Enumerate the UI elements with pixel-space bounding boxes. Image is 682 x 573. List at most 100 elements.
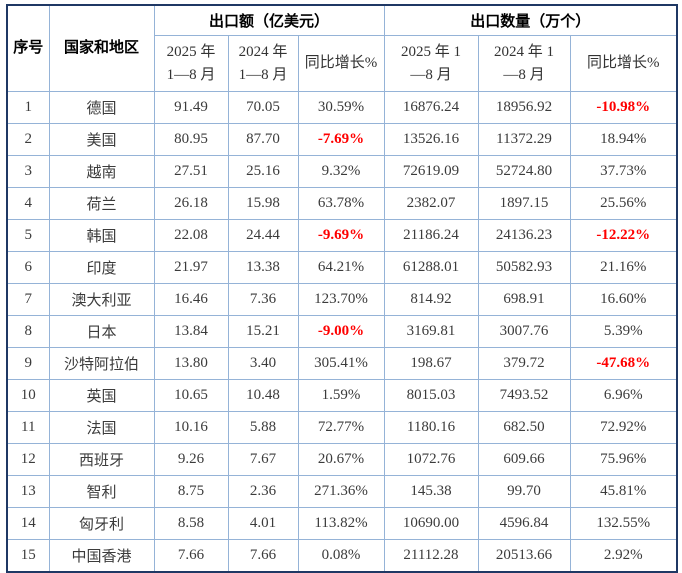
export-value-growth-cell: 72.77% (297, 411, 385, 444)
export-quantity-growth-cell: 21.16% (569, 251, 678, 284)
export-quantity-2024-cell: 4596.84 (477, 507, 571, 540)
export-value-2024-cell: 25.16 (227, 155, 299, 188)
row-index-cell: 9 (6, 347, 50, 380)
export-quantity-2025-cell: 8015.03 (383, 379, 479, 412)
country-name-cell: 英国 (48, 379, 155, 412)
country-name-cell: 智利 (48, 475, 155, 508)
column-group-export-quantity: 出口数量（万个） (383, 4, 678, 36)
column-group-export-value: 出口额（亿美元） (153, 4, 385, 36)
export-value-2025-cell: 8.75 (153, 475, 229, 508)
column-header-quantity-growth: 同比增长% (569, 35, 678, 92)
export-quantity-growth-cell: -12.22% (569, 219, 678, 252)
row-index-cell: 1 (6, 91, 50, 124)
export-value-growth-cell: 113.82% (297, 507, 385, 540)
export-value-growth-cell: 0.08% (297, 539, 385, 573)
table-row: 8 日本 13.84 15.21 -9.00% 3169.81 3007.76 … (6, 315, 678, 348)
row-index-cell: 10 (6, 379, 50, 412)
export-value-2024-cell: 24.44 (227, 219, 299, 252)
export-value-2025-cell: 91.49 (153, 91, 229, 124)
row-index-cell: 14 (6, 507, 50, 540)
export-value-growth-cell: 305.41% (297, 347, 385, 380)
export-quantity-growth-cell: 45.81% (569, 475, 678, 508)
header-line: 2025 年 (166, 44, 216, 60)
header-line: —8 月 (410, 66, 452, 83)
export-value-growth-cell: -9.00% (297, 315, 385, 348)
country-name-cell: 澳大利亚 (48, 283, 155, 316)
export-value-growth-cell: 30.59% (297, 91, 385, 124)
column-header-index: 序号 (6, 4, 50, 92)
export-value-2025-cell: 80.95 (153, 123, 229, 156)
export-value-2024-cell: 5.88 (227, 411, 299, 444)
export-quantity-2025-cell: 145.38 (383, 475, 479, 508)
export-value-growth-cell: 9.32% (297, 155, 385, 188)
export-value-growth-cell: -7.69% (297, 123, 385, 156)
row-index-cell: 11 (6, 411, 50, 444)
export-quantity-growth-cell: 6.96% (569, 379, 678, 412)
export-quantity-growth-cell: 5.39% (569, 315, 678, 348)
country-name-cell: 荷兰 (48, 187, 155, 220)
export-quantity-growth-cell: 16.60% (569, 283, 678, 316)
export-quantity-growth-cell: 75.96% (569, 443, 678, 476)
table-row: 5 韩国 22.08 24.44 -9.69% 21186.24 24136.2… (6, 219, 678, 252)
column-header-quantity-2025: 2025 年 1 —8 月 (383, 35, 479, 92)
export-quantity-2025-cell: 10690.00 (383, 507, 479, 540)
export-value-2025-cell: 7.66 (153, 539, 229, 573)
export-value-2024-cell: 7.67 (227, 443, 299, 476)
export-value-2025-cell: 13.84 (153, 315, 229, 348)
export-value-2025-cell: 8.58 (153, 507, 229, 540)
header-line: 1—8 月 (238, 66, 288, 83)
export-quantity-2025-cell: 1180.16 (383, 411, 479, 444)
export-quantity-2025-cell: 72619.09 (383, 155, 479, 188)
country-name-cell: 德国 (48, 91, 155, 124)
header-line: 2024 年 1 (493, 44, 554, 60)
country-name-cell: 日本 (48, 315, 155, 348)
export-quantity-growth-cell: 2.92% (569, 539, 678, 573)
export-value-growth-cell: 123.70% (297, 283, 385, 316)
export-quantity-2024-cell: 24136.23 (477, 219, 571, 252)
header-line: 1—8 月 (166, 66, 216, 83)
export-quantity-2024-cell: 20513.66 (477, 539, 571, 573)
export-quantity-2025-cell: 814.92 (383, 283, 479, 316)
export-value-growth-cell: 1.59% (297, 379, 385, 412)
row-index-cell: 8 (6, 315, 50, 348)
export-quantity-2024-cell: 609.66 (477, 443, 571, 476)
export-quantity-2024-cell: 3007.76 (477, 315, 571, 348)
export-value-growth-cell: 20.67% (297, 443, 385, 476)
table-row: 3 越南 27.51 25.16 9.32% 72619.09 52724.80… (6, 155, 678, 188)
country-name-cell: 法国 (48, 411, 155, 444)
export-quantity-2025-cell: 21112.28 (383, 539, 479, 573)
export-value-2024-cell: 7.66 (227, 539, 299, 573)
export-value-2025-cell: 16.46 (153, 283, 229, 316)
table-row: 14 匈牙利 8.58 4.01 113.82% 10690.00 4596.8… (6, 507, 678, 540)
export-quantity-2024-cell: 698.91 (477, 283, 571, 316)
export-value-2024-cell: 4.01 (227, 507, 299, 540)
export-quantity-2024-cell: 1897.15 (477, 187, 571, 220)
header-group-row: 序号 国家和地区 出口额（亿美元） 出口数量（万个） (6, 4, 678, 92)
header-line: 同比增长% (304, 55, 378, 72)
table-row: 11 法国 10.16 5.88 72.77% 1180.16 682.50 7… (6, 411, 678, 444)
export-quantity-2025-cell: 198.67 (383, 347, 479, 380)
column-header-country: 国家和地区 (48, 4, 155, 92)
table-row: 7 澳大利亚 16.46 7.36 123.70% 814.92 698.91 … (6, 283, 678, 316)
country-name-cell: 西班牙 (48, 443, 155, 476)
export-value-2025-cell: 21.97 (153, 251, 229, 284)
row-index-cell: 6 (6, 251, 50, 284)
table-header: 序号 国家和地区 出口额（亿美元） 出口数量（万个） 2025 年 1—8 月 2… (6, 4, 678, 92)
export-quantity-2024-cell: 11372.29 (477, 123, 571, 156)
export-quantity-2025-cell: 61288.01 (383, 251, 479, 284)
export-quantity-growth-cell: -10.98% (569, 91, 678, 124)
country-name-cell: 韩国 (48, 219, 155, 252)
export-quantity-growth-cell: -47.68% (569, 347, 678, 380)
export-value-growth-cell: 64.21% (297, 251, 385, 284)
table-row: 4 荷兰 26.18 15.98 63.78% 2382.07 1897.15 … (6, 187, 678, 220)
export-quantity-2025-cell: 21186.24 (383, 219, 479, 252)
export-quantity-growth-cell: 18.94% (569, 123, 678, 156)
export-quantity-2025-cell: 1072.76 (383, 443, 479, 476)
table-row: 13 智利 8.75 2.36 271.36% 145.38 99.70 45.… (6, 475, 678, 508)
table-row: 9 沙特阿拉伯 13.80 3.40 305.41% 198.67 379.72… (6, 347, 678, 380)
export-quantity-2024-cell: 379.72 (477, 347, 571, 380)
country-name-cell: 中国香港 (48, 539, 155, 573)
export-statistics-table: 序号 国家和地区 出口额（亿美元） 出口数量（万个） 2025 年 1—8 月 2… (6, 4, 679, 573)
export-value-2025-cell: 27.51 (153, 155, 229, 188)
country-name-cell: 越南 (48, 155, 155, 188)
